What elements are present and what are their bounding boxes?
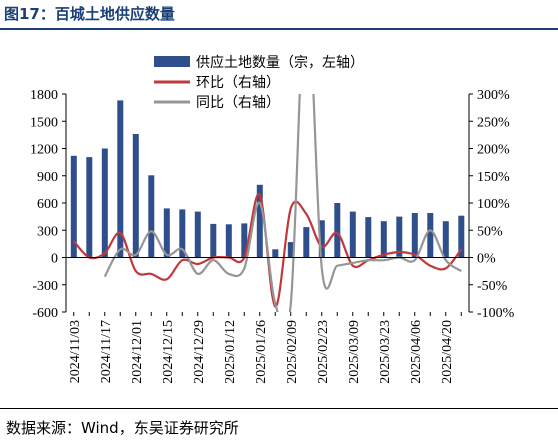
x-tick-label: 2025/02/09 [285,320,300,384]
x-tick-label: 2024/11/17 [99,320,114,383]
bar [427,213,434,258]
axes: 1800 1500 1200 900 600 300 0 -300 -600 300% 250% 20… [30,88,515,384]
bar [318,220,325,258]
bar [380,221,387,258]
bar [303,227,310,258]
x-tick-label: 2025/04/06 [409,320,424,384]
line-series [72,94,463,312]
right-tick-label: 100% [477,197,510,212]
bar [179,209,186,258]
left-tick-label: 1800 [30,88,58,103]
bar [365,217,372,258]
x-tick-label: 2025/02/23 [316,320,331,384]
left-tick-label: 0 [51,252,58,267]
bar [334,203,341,258]
x-tick-label: 2025/03/23 [378,320,393,384]
bar [287,242,294,258]
bar [272,249,279,258]
bar [210,223,217,258]
right-tick-label: 150% [477,170,510,185]
right-tick-label: 200% [477,143,510,158]
bar [411,213,418,258]
right-tick-label: 300% [477,88,510,103]
left-tick-label: -300 [32,279,58,294]
right-tick-label: -100% [477,306,515,321]
left-tick-label: -600 [32,306,58,321]
title-divider [0,28,558,30]
yoy-line [103,94,462,312]
left-tick-label: 600 [37,197,58,212]
left-tick-label: 300 [37,224,58,239]
chart: 1800 1500 1200 900 600 300 0 -300 -600 300% 250% 20… [30,54,515,384]
bar [117,100,124,258]
bar [349,211,356,258]
right-tick-label: -50% [477,279,508,294]
x-tick-label: 2024/12/15 [161,320,176,384]
footer-divider [0,408,558,409]
bar [101,148,108,258]
x-tick-label: 2025/01/12 [223,320,238,384]
legend-label: 供应土地数量（宗，左轴） [196,54,364,71]
bar [148,175,155,258]
bar [86,157,93,258]
source-note: 数据来源：Wind，东吴证券研究所 [6,419,239,437]
right-tick-label: 250% [477,115,510,130]
bar [256,184,263,258]
right-tick-label: 50% [477,224,503,239]
x-tick-label: 2025/03/09 [347,320,362,384]
chart-title: 图17：百城土地供应数量 [4,5,175,23]
left-tick-label: 1200 [30,143,58,158]
left-tick-label: 900 [37,170,58,185]
x-tick-label: 2024/12/01 [130,320,145,384]
legend-label: 环比（右轴） [196,75,280,91]
x-tick-label: 2024/11/03 [68,320,83,383]
x-tick-label: 2024/12/29 [192,320,207,384]
legend: 供应土地数量（宗，左轴） 环比（右轴） 同比（右轴） [154,54,364,111]
bar [396,216,403,258]
bar [225,224,232,258]
x-tick-label: 2025/01/26 [254,320,269,384]
bar [70,155,77,258]
bar-series [70,100,465,258]
right-tick-label: 0% [477,252,496,267]
legend-label: 同比（右轴） [196,95,280,111]
bar [163,208,170,258]
bar [442,221,449,258]
bar [458,215,465,258]
bar [241,223,248,258]
x-tick-label: 2025/04/20 [440,320,455,384]
bar [194,211,201,258]
left-tick-label: 1500 [30,115,58,130]
bar [132,134,139,258]
legend-swatch-bar [154,56,190,67]
